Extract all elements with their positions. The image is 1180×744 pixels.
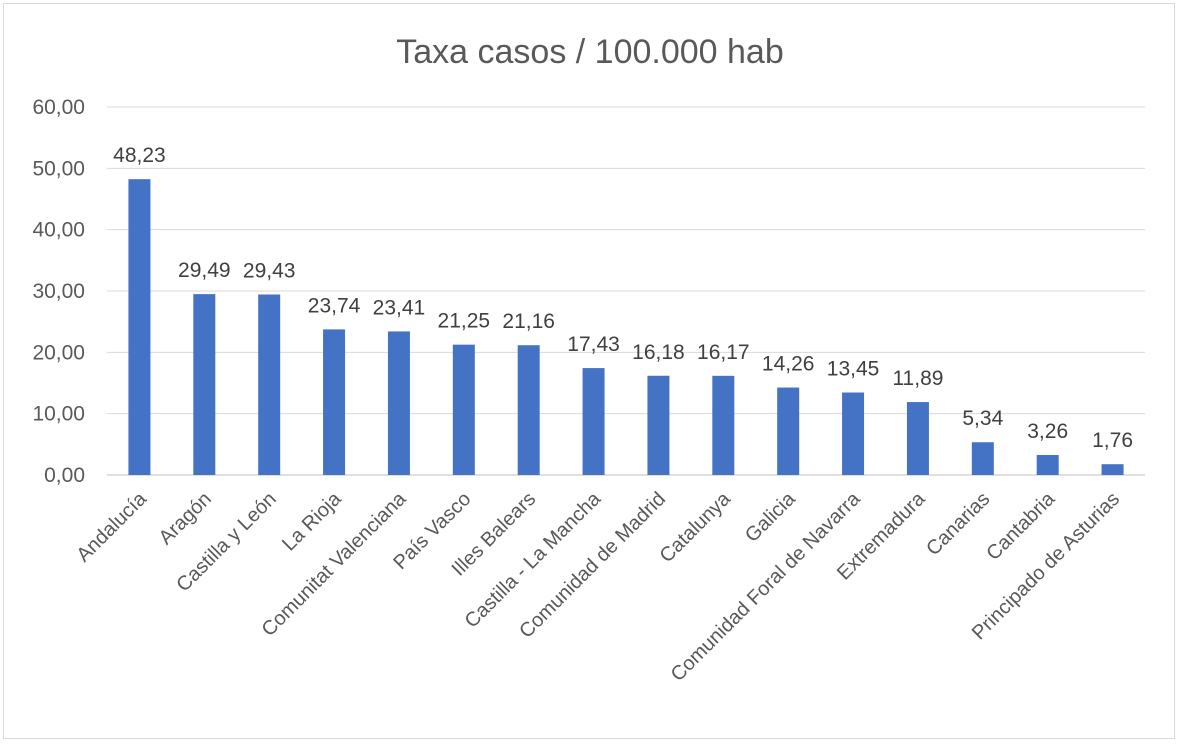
x-tick-label: La Rioja xyxy=(278,487,346,555)
data-label: 5,34 xyxy=(962,407,1003,430)
data-label: 11,89 xyxy=(892,367,943,390)
y-axis-ticks: 0,00 10,00 20,00 30,00 40,00 50,00 60,00 xyxy=(32,96,85,487)
bar xyxy=(387,331,410,475)
bar xyxy=(842,392,865,475)
data-label: 17,43 xyxy=(567,333,620,356)
bar xyxy=(128,179,151,475)
bars xyxy=(128,179,1124,475)
chart-title: Taxa casos / 100.000 hab xyxy=(396,33,784,71)
bar xyxy=(582,368,605,475)
bar xyxy=(647,375,670,475)
bar xyxy=(971,442,994,475)
y-tick-label: 60,00 xyxy=(32,96,85,119)
bar xyxy=(323,329,346,475)
data-label: 23,41 xyxy=(373,296,426,319)
y-tick-label: 40,00 xyxy=(32,219,85,242)
bar xyxy=(193,294,216,475)
bar xyxy=(1036,455,1059,475)
data-label: 23,74 xyxy=(308,294,361,317)
bar xyxy=(452,344,475,475)
x-tick-label: Andalucía xyxy=(73,487,152,566)
bar xyxy=(906,402,929,475)
x-tick-label: Aragón xyxy=(155,488,216,549)
data-label: 16,17 xyxy=(697,341,750,364)
y-tick-label: 20,00 xyxy=(32,341,85,364)
data-label: 3,26 xyxy=(1027,420,1068,443)
bar xyxy=(1101,464,1124,475)
data-labels: 48,23 29,49 29,43 23,74 23,41 21,25 21,16 17,43… xyxy=(113,144,1133,452)
y-tick-label: 50,00 xyxy=(32,157,85,180)
data-label: 1,76 xyxy=(1092,429,1133,452)
data-label: 48,23 xyxy=(113,144,166,167)
y-tick-label: 30,00 xyxy=(32,280,85,303)
data-label: 21,25 xyxy=(438,310,491,333)
bar xyxy=(712,375,735,475)
data-label: 29,49 xyxy=(178,259,231,282)
x-tick-label: Catalunya xyxy=(656,487,736,567)
bar xyxy=(258,294,281,475)
data-label: 29,43 xyxy=(243,259,296,282)
bar xyxy=(517,345,540,475)
data-label: 21,16 xyxy=(502,310,555,333)
data-label: 16,18 xyxy=(632,341,685,364)
data-label: 13,45 xyxy=(827,358,880,381)
bar xyxy=(777,387,800,475)
x-tick-label: Galicia xyxy=(741,487,800,546)
y-tick-label: 0,00 xyxy=(44,464,85,487)
y-tick-label: 10,00 xyxy=(32,403,85,426)
data-label: 14,26 xyxy=(762,353,815,376)
